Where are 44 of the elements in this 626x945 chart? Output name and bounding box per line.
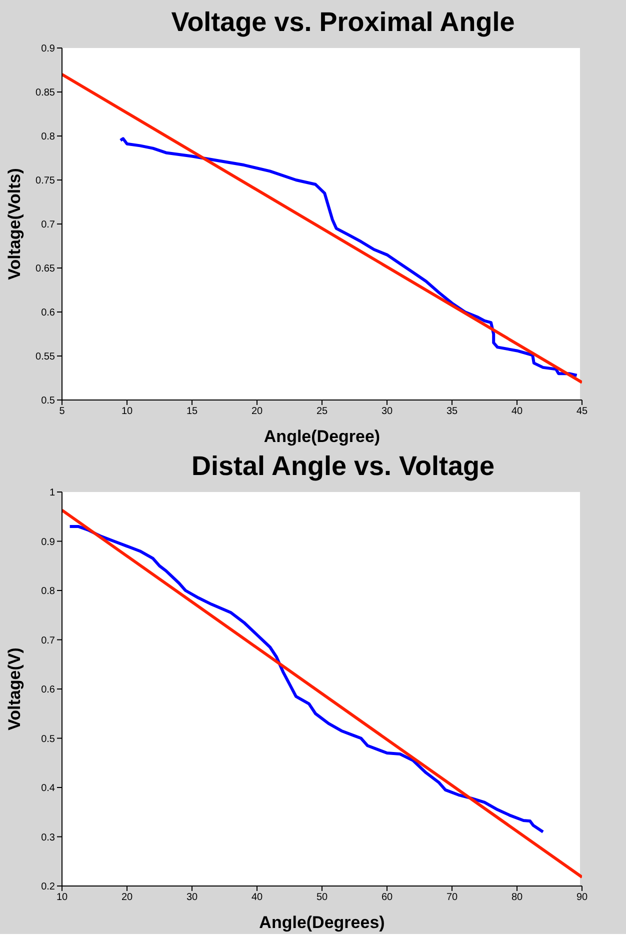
- y-tick-label: 0.65: [36, 264, 56, 275]
- x-tick-label: 20: [121, 892, 133, 904]
- y-tick-label: 0.6: [41, 308, 56, 319]
- y-tick-label: 0.4: [41, 783, 56, 794]
- y-axis-title: Voltage(V): [5, 648, 24, 730]
- chart-title: Voltage vs. Proximal Angle: [170, 6, 516, 39]
- y-tick-label: 0.6: [41, 684, 56, 696]
- y-tick-label: 0.9: [41, 44, 56, 55]
- x-tick-label: 20: [251, 406, 263, 418]
- x-axis-title: Angle(Degree): [264, 427, 380, 446]
- x-tick-label: 30: [186, 892, 198, 904]
- chart-title: Distal Angle vs. Voltage: [190, 450, 496, 483]
- x-tick-label: 10: [121, 406, 133, 418]
- y-tick-label: 0.8: [41, 586, 56, 598]
- x-tick-label: 70: [446, 892, 458, 904]
- x-tick-label: 60: [381, 892, 393, 904]
- y-tick-label: 0.85: [36, 88, 56, 99]
- y-tick-label: 0.7: [41, 220, 56, 231]
- y-tick-label: 0.75: [36, 176, 56, 187]
- x-tick-label: 10: [56, 892, 68, 904]
- y-tick-label: 0.7: [41, 635, 56, 646]
- y-axis-title: Voltage(Volts): [5, 168, 24, 280]
- x-tick-label: 35: [446, 406, 458, 418]
- x-tick-label: 15: [186, 406, 198, 418]
- line-series: [119, 137, 578, 377]
- x-tick-label: 50: [316, 892, 328, 904]
- x-tick-label: 80: [511, 892, 523, 904]
- x-tick-label: 25: [316, 406, 328, 418]
- x-tick-label: 45: [576, 406, 588, 418]
- y-tick-label: 0.5: [41, 734, 56, 745]
- y-tick-label: 0.9: [41, 536, 56, 548]
- y-tick-label: 0.5: [41, 396, 56, 407]
- x-axis-title: Angle(Degrees): [259, 913, 385, 932]
- line-series: [68, 524, 544, 834]
- y-tick-label: 0.8: [41, 132, 56, 143]
- x-tick-label: 90: [576, 892, 588, 904]
- y-tick-label: 0.3: [41, 832, 56, 844]
- x-tick-label: 5: [59, 406, 66, 418]
- y-tick-label: 1: [49, 488, 56, 499]
- y-tick-label: 0.2: [41, 882, 56, 893]
- x-tick-label: 30: [381, 406, 393, 418]
- x-tick-label: 40: [251, 892, 263, 904]
- y-tick-label: 0.55: [36, 352, 56, 363]
- x-tick-label: 40: [511, 406, 523, 418]
